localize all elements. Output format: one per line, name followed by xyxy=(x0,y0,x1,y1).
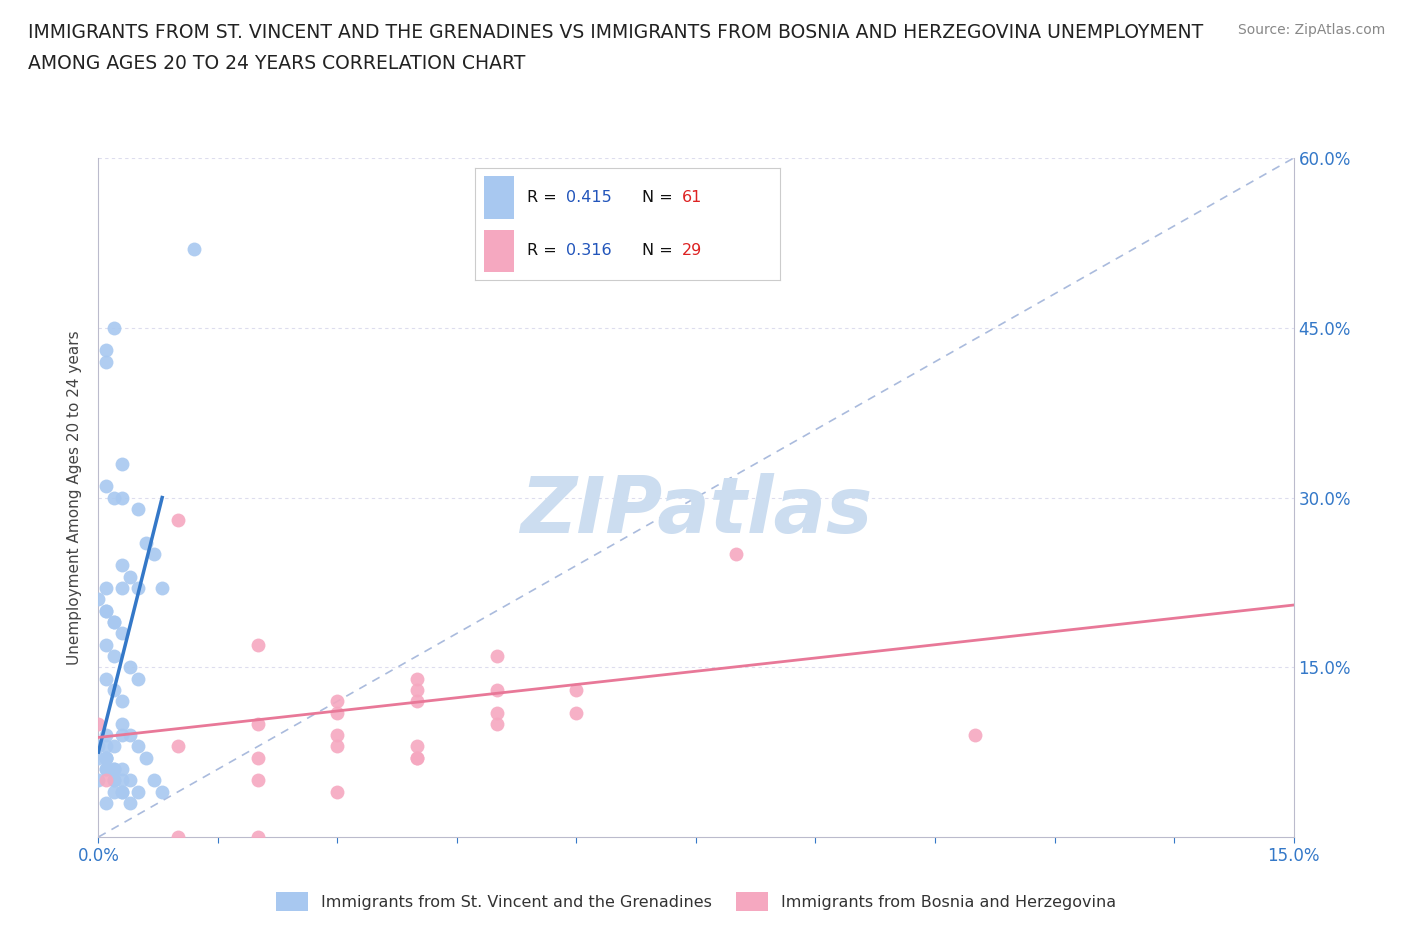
Point xyxy=(135,536,157,551)
Point xyxy=(96,479,118,494)
Point xyxy=(111,773,134,788)
Text: ZIPatlas: ZIPatlas xyxy=(520,473,872,549)
Point xyxy=(406,671,429,686)
Point xyxy=(485,648,508,663)
Point xyxy=(111,727,134,742)
Point xyxy=(87,716,110,731)
Point xyxy=(96,739,118,754)
Point xyxy=(120,773,142,788)
Point xyxy=(103,320,125,335)
Text: AMONG AGES 20 TO 24 YEARS CORRELATION CHART: AMONG AGES 20 TO 24 YEARS CORRELATION CH… xyxy=(28,54,526,73)
Point xyxy=(103,615,125,630)
Point xyxy=(111,784,134,799)
Point xyxy=(96,751,118,765)
Point xyxy=(326,694,349,709)
Point xyxy=(96,671,118,686)
Point xyxy=(150,580,173,595)
Legend: Immigrants from St. Vincent and the Grenadines, Immigrants from Bosnia and Herze: Immigrants from St. Vincent and the Gren… xyxy=(270,886,1122,917)
Point xyxy=(111,558,134,573)
Text: Source: ZipAtlas.com: Source: ZipAtlas.com xyxy=(1237,23,1385,37)
Point xyxy=(246,716,269,731)
Point xyxy=(103,683,125,698)
Point xyxy=(111,490,134,505)
Point xyxy=(96,580,118,595)
Point xyxy=(96,773,118,788)
Point xyxy=(96,796,118,811)
Point xyxy=(111,762,134,777)
Point xyxy=(111,694,134,709)
Point xyxy=(87,751,110,765)
Point xyxy=(87,739,110,754)
Point xyxy=(724,547,747,562)
Point xyxy=(135,751,157,765)
Point xyxy=(406,694,429,709)
Point xyxy=(87,592,110,607)
Point xyxy=(246,830,269,844)
Point xyxy=(167,512,190,527)
Point xyxy=(150,784,173,799)
Point xyxy=(103,762,125,777)
Point xyxy=(103,773,125,788)
Point xyxy=(246,773,269,788)
Point xyxy=(127,580,149,595)
Point xyxy=(246,751,269,765)
Point xyxy=(111,784,134,799)
Point xyxy=(565,705,588,720)
Point xyxy=(127,671,149,686)
Point xyxy=(127,784,149,799)
Point xyxy=(96,751,118,765)
Point xyxy=(326,727,349,742)
Point xyxy=(963,727,986,742)
Point xyxy=(87,773,110,788)
Point xyxy=(96,604,118,618)
Point xyxy=(127,739,149,754)
Point xyxy=(120,796,142,811)
Point xyxy=(167,739,190,754)
Point xyxy=(96,751,118,765)
Text: IMMIGRANTS FROM ST. VINCENT AND THE GRENADINES VS IMMIGRANTS FROM BOSNIA AND HER: IMMIGRANTS FROM ST. VINCENT AND THE GREN… xyxy=(28,23,1204,42)
Point xyxy=(326,705,349,720)
Point xyxy=(167,830,190,844)
Point xyxy=(120,660,142,675)
Point xyxy=(406,751,429,765)
Point xyxy=(103,648,125,663)
Point xyxy=(103,615,125,630)
Point xyxy=(103,739,125,754)
Point xyxy=(143,547,166,562)
Point xyxy=(103,762,125,777)
Point xyxy=(127,501,149,516)
Point xyxy=(96,343,118,358)
Point xyxy=(111,457,134,472)
Point xyxy=(111,580,134,595)
Point xyxy=(485,705,508,720)
Point xyxy=(103,490,125,505)
Point xyxy=(565,683,588,698)
Point xyxy=(406,751,429,765)
Point xyxy=(183,241,205,256)
Point xyxy=(96,727,118,742)
Point xyxy=(326,739,349,754)
Point xyxy=(111,716,134,731)
Point xyxy=(485,716,508,731)
Point xyxy=(96,354,118,369)
Point xyxy=(103,784,125,799)
Point xyxy=(103,773,125,788)
Point xyxy=(120,569,142,584)
Point xyxy=(96,637,118,652)
Y-axis label: Unemployment Among Ages 20 to 24 years: Unemployment Among Ages 20 to 24 years xyxy=(67,330,83,665)
Point xyxy=(96,604,118,618)
Point xyxy=(143,773,166,788)
Point xyxy=(96,762,118,777)
Point xyxy=(111,626,134,641)
Point xyxy=(246,637,269,652)
Point xyxy=(406,739,429,754)
Point xyxy=(96,762,118,777)
Point xyxy=(326,784,349,799)
Point xyxy=(485,683,508,698)
Point xyxy=(120,727,142,742)
Point xyxy=(406,683,429,698)
